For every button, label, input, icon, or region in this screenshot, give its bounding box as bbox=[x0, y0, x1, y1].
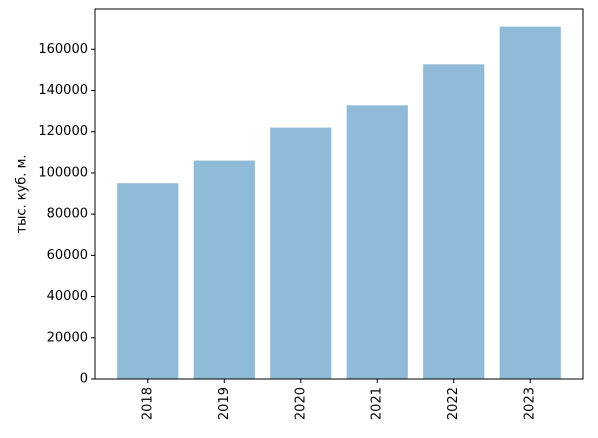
bar bbox=[346, 105, 408, 379]
x-tick-label: 2020 bbox=[293, 387, 308, 420]
x-tick-label: 2023 bbox=[523, 387, 538, 420]
x-tick-label: 2019 bbox=[217, 387, 232, 420]
bar bbox=[423, 64, 485, 380]
y-tick-label: 20000 bbox=[47, 330, 88, 345]
y-tick-label: 140000 bbox=[38, 83, 88, 98]
y-tick-label: 160000 bbox=[38, 42, 88, 57]
y-tick-label: 0 bbox=[80, 372, 88, 387]
bar bbox=[499, 26, 561, 379]
bar bbox=[193, 160, 255, 379]
plot-frame bbox=[94, 8, 584, 380]
y-tick-label: 100000 bbox=[38, 165, 88, 180]
y-tick-label: 40000 bbox=[47, 289, 88, 304]
y-tick-label: 60000 bbox=[47, 248, 88, 263]
x-tick-label: 2022 bbox=[446, 387, 461, 420]
x-tick-label: 2018 bbox=[140, 387, 155, 420]
y-axis-label: тыс. куб. м. bbox=[15, 154, 30, 233]
y-tick-label: 80000 bbox=[47, 207, 88, 222]
bar bbox=[117, 183, 179, 379]
bar bbox=[270, 127, 332, 379]
y-tick-label: 120000 bbox=[38, 124, 88, 139]
x-tick-label: 2021 bbox=[370, 387, 385, 420]
